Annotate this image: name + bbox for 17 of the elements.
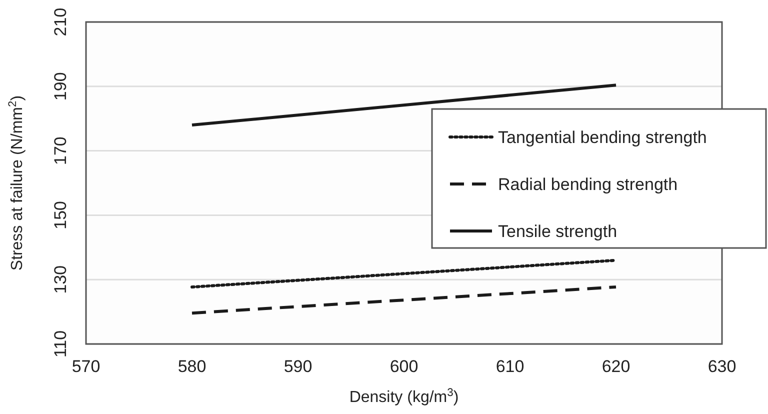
x-tick-label: 570	[72, 357, 100, 376]
y-tick-label: 130	[51, 265, 70, 294]
legend-label: Radial bending strength	[498, 175, 678, 194]
y-tick-label: 170	[51, 136, 70, 165]
x-tick-label: 630	[708, 357, 736, 376]
y-tick-label: 190	[51, 72, 70, 101]
x-tick-label: 610	[496, 357, 524, 376]
x-axis-title: Density (kg/m$^{3}$)	[349, 387, 459, 406]
y-tick-label: 110	[51, 330, 70, 358]
y-tick-label: 210	[51, 8, 70, 36]
x-tick-label: 590	[284, 357, 312, 376]
legend-label: Tensile strength	[498, 222, 618, 241]
y-tick-label: 150	[51, 201, 70, 230]
x-tick-label: 620	[602, 357, 630, 376]
legend-label: Tangential bending strength	[498, 128, 707, 147]
x-tick-label: 580	[178, 357, 206, 376]
x-tick-label: 600	[390, 357, 418, 376]
